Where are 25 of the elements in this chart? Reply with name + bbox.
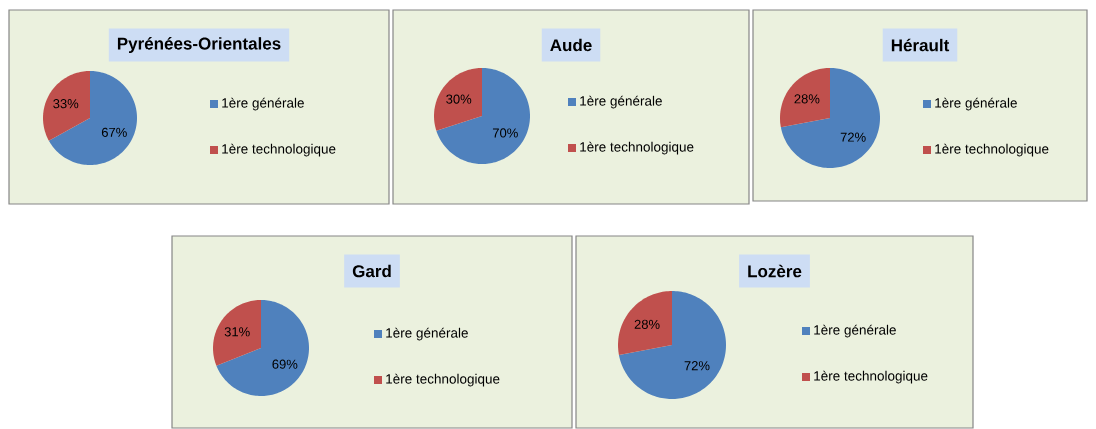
- legend-label: 1ère technologique: [386, 373, 500, 387]
- legend-label: 1ère générale: [386, 327, 468, 341]
- legend-label: 1ère technologique: [222, 143, 336, 157]
- data-label: 72%: [684, 361, 710, 371]
- data-label: 67%: [101, 127, 127, 138]
- legend-label: 1ère générale: [935, 97, 1017, 111]
- legend-label: 1ère technologique: [580, 141, 694, 155]
- data-label: 28%: [634, 319, 660, 330]
- legend-label: 1ère générale: [580, 95, 662, 109]
- legend-label: 1ère technologique: [814, 370, 928, 384]
- chart-title: Hérault: [891, 38, 950, 52]
- chart-title: Pyrénées-Orientales: [117, 37, 281, 54]
- data-label: 70%: [492, 128, 518, 138]
- chart-title: Aude: [550, 38, 592, 52]
- data-label: 69%: [272, 359, 298, 369]
- legend-label: 1ère générale: [814, 324, 896, 338]
- data-label: 33%: [53, 99, 79, 109]
- data-label: 30%: [446, 94, 472, 104]
- data-label: 31%: [224, 327, 250, 337]
- legend-label: 1ère technologique: [935, 143, 1049, 157]
- chart-title: Gard: [352, 264, 391, 278]
- chart-title: Lozère: [748, 264, 802, 278]
- data-label: 72%: [840, 132, 866, 142]
- legend-label: 1ère générale: [222, 97, 304, 111]
- data-label: 28%: [794, 94, 820, 104]
